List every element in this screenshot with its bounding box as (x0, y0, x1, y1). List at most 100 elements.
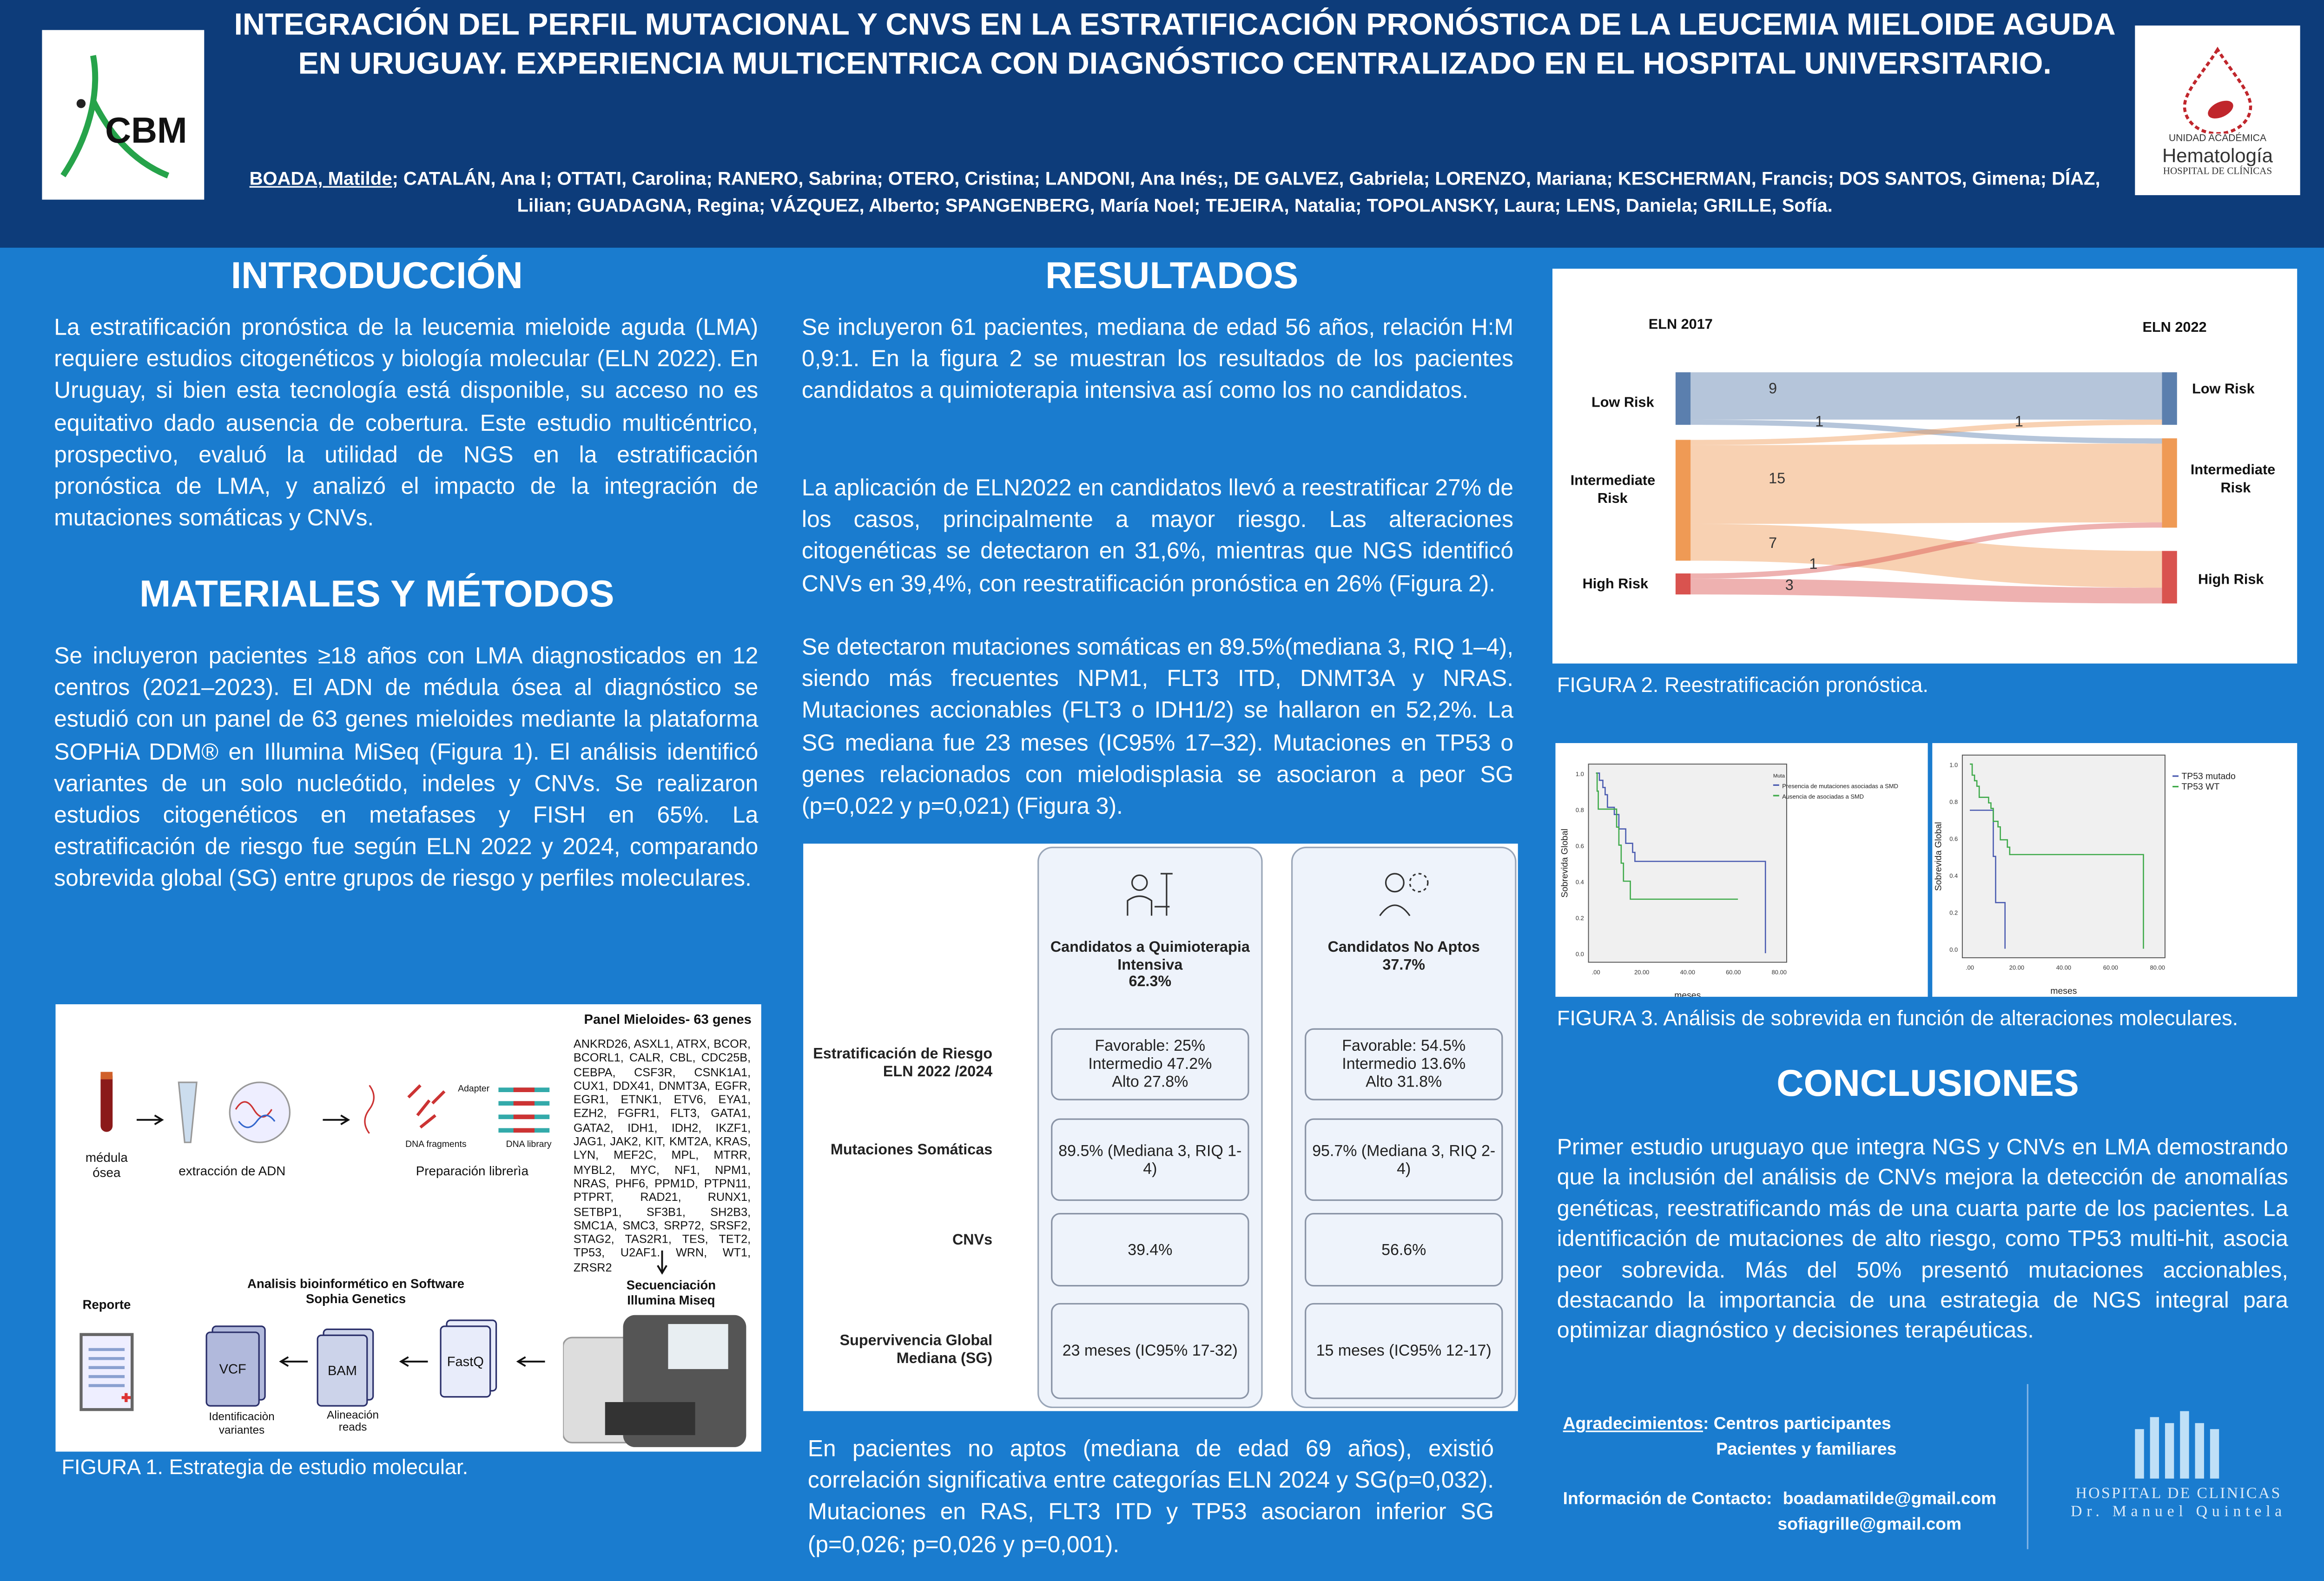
authors: BOADA, Matilde; CATALÁN, Ana I; OTTATI, … (240, 165, 2110, 219)
figure-3-caption: FIGURA 3. Análisis de sobrevida en funci… (1557, 1006, 2238, 1030)
y-tick-label: 0.8 (1576, 807, 1584, 814)
table-cell: 15 meses (IC95% 12-17) (1305, 1303, 1503, 1399)
column-label: Candidatos a Quimioterapia Intensiva (1050, 940, 1250, 974)
svg-text:CBM: CBM (105, 110, 187, 150)
hospital-name: HOSPITAL DE CLINICAS Dr. Manuel Quintela (2057, 1486, 2300, 1522)
sankey-node-right (2162, 551, 2177, 604)
email-2[interactable]: sofiagrille@gmail.com (1777, 1516, 1962, 1535)
cbm-logo-icon: CBM (60, 54, 187, 178)
arrow-right-icon (323, 1114, 350, 1126)
blood-drop-icon (2183, 46, 2252, 134)
bam-file: BAM (317, 1334, 368, 1407)
results-heading: RESULTADOS (1045, 255, 1299, 297)
sankey-node-right (2162, 438, 2177, 528)
sankey-flow-label: 7 (1769, 534, 1777, 551)
table-cell: Favorable: 54.5% Intermedio 13.6% Alto 3… (1305, 1028, 1503, 1100)
km-curve (1596, 772, 1766, 954)
methods-text: Se incluyeron pacientes ≥18 años con LMA… (54, 644, 759, 893)
sankey-node-right (2162, 372, 2177, 425)
legend-label: TP53 WT (2181, 782, 2219, 792)
adapter-label: Adapter (458, 1085, 490, 1094)
sankey-flow (1690, 524, 2162, 588)
x-tick-label: 80.00 (1772, 968, 1787, 975)
sankey-flow (1690, 579, 2162, 604)
contact-label: Información de Contacto: (1563, 1490, 1772, 1509)
methods-heading: MATERIALES Y MÉTODOS (139, 573, 614, 616)
sankey-right-label: Intermediate Risk (2191, 461, 2275, 496)
table-cell: 95.7% (Mediana 3, RIQ 2-4) (1305, 1118, 1503, 1201)
y-tick-label: 1.0 (1949, 762, 1958, 769)
legend-label: Ausencia de asociadas a SMD (1782, 793, 1864, 800)
legend-label: Presencia de mutaciones asociadas a SMD (1782, 783, 1898, 790)
column-label: Candidatos No Aptos (1327, 940, 1480, 956)
x-axis-label: meses (1674, 990, 1701, 997)
intro-heading: INTRODUCCIÓN (231, 255, 523, 297)
arrow-left-icon (279, 1356, 308, 1367)
conclusions-text: Primer estudio uruguayo que integra NGS … (1557, 1135, 2288, 1344)
dna-library-label: DNA library (506, 1140, 552, 1150)
hospital-line1: HOSPITAL DE CLINICAS (2075, 1486, 2282, 1503)
y-tick-label: 0.8 (1949, 798, 1958, 805)
vcf-label: Identificaciòn variantes (209, 1410, 275, 1437)
km-curve (1970, 810, 2006, 949)
sankey-flow-label: 15 (1769, 470, 1785, 487)
km-chart-tp53: 0.0 0.2 0.4 0.6 0.8 1.0 .00 20.00 40.00 60.00 80.0… (1934, 754, 2236, 996)
email-1[interactable]: boadamatilde@gmail.com (1783, 1490, 1997, 1509)
figure-1: Panel Mieloides- 63 genes ANKRD26, ASXL1… (55, 1004, 761, 1452)
first-author: BOADA, Matilde (249, 168, 392, 190)
y-axis-label: Sobrevida Global (1559, 829, 1570, 898)
patient-iv-icon (1127, 873, 1173, 916)
legend-label: TP53 mutado (2181, 771, 2235, 781)
x-axis-label: meses (2050, 986, 2077, 996)
sankey-left-label: High Risk (1583, 575, 1649, 592)
sankey-flow (1690, 419, 2162, 445)
y-tick-label: 0.6 (1576, 843, 1584, 850)
intro-text: La estratificación pronóstica de la leuc… (54, 315, 759, 532)
step-medula: médula ósea (85, 1150, 128, 1180)
acknowledgements: Agradecimientos: Centros participantes P… (1563, 1413, 1897, 1464)
dna-fragments-label: DNA fragments (405, 1140, 467, 1150)
table-cell: 89.5% (Mediana 3, RIQ 1-4) (1051, 1118, 1249, 1201)
bioinfo-label: Analisis bioinformético en Software Soph… (247, 1276, 464, 1306)
table-cell: 56.6% (1305, 1213, 1503, 1287)
sankey-flow (1690, 419, 2162, 444)
column-header-candidatos: Candidatos a Quimioterapia Intensiva 62.3… (1043, 940, 1257, 991)
hospital-line2: Dr. Manuel Quintela (2071, 1504, 2286, 1521)
arrow-left-icon (399, 1356, 428, 1367)
hospital-logo-icon (2135, 1411, 2219, 1479)
library-prep-icon (364, 1084, 550, 1134)
legend-title: Muta (1773, 773, 1785, 779)
y-tick-label: 1.0 (1576, 771, 1584, 777)
sankey-left-label: Intermediate Risk (1571, 472, 1655, 506)
sankey-right-label: High Risk (2198, 571, 2264, 587)
report-clipboard-icon (79, 1333, 134, 1411)
authors-rest: ; CATALÁN, Ana I; OTTATI, Carolina; RANE… (392, 168, 2100, 217)
y-axis-label: Sobrevida Global (1934, 822, 1944, 891)
column-header-no-aptos: Candidatos No Aptos 37.7% (1321, 940, 1486, 974)
row-label: CNVs (952, 1232, 993, 1248)
x-tick-label: 40.00 (2056, 964, 2071, 971)
sankey-node-left (1675, 440, 1691, 561)
panel-title: Panel Mieloides- 63 genes (584, 1012, 752, 1027)
x-tick-label: .00 (1966, 964, 1974, 971)
x-tick-label: 40.00 (1680, 968, 1695, 975)
elderly-patient-icon (1379, 873, 1429, 916)
sankey-right-label: Low Risk (2192, 380, 2255, 396)
sankey-flow-label: 1 (1815, 413, 1823, 429)
row-label: Estratificación de Riesgo ELN 2022 /2024 (813, 1046, 993, 1081)
figure-3a-km: 0.0 0.2 0.4 0.6 0.8 1.0 .00 20.00 40.00 60.00 80.0… (1555, 743, 1928, 1001)
column-pct: 37.7% (1382, 957, 1426, 974)
y-tick-label: 0.4 (1949, 872, 1958, 879)
sankey-flow-label: 1 (2015, 413, 2023, 429)
x-tick-label: 60.00 (2103, 964, 2118, 971)
ack-2: Pacientes y familiares (1716, 1441, 1897, 1459)
sankey-flow-label: 9 (1769, 380, 1777, 396)
bam-label: Alineación reads (327, 1408, 379, 1434)
sankey-flow (1690, 443, 2162, 524)
y-tick-label: 0.0 (1949, 946, 1958, 953)
sankey-flow-label: 3 (1785, 576, 1794, 593)
footer-divider (2027, 1384, 2029, 1549)
sequencing-label: Secuenciación Illumina Miseq (626, 1277, 716, 1308)
sankey-flow-label: 1 (1809, 555, 1817, 572)
